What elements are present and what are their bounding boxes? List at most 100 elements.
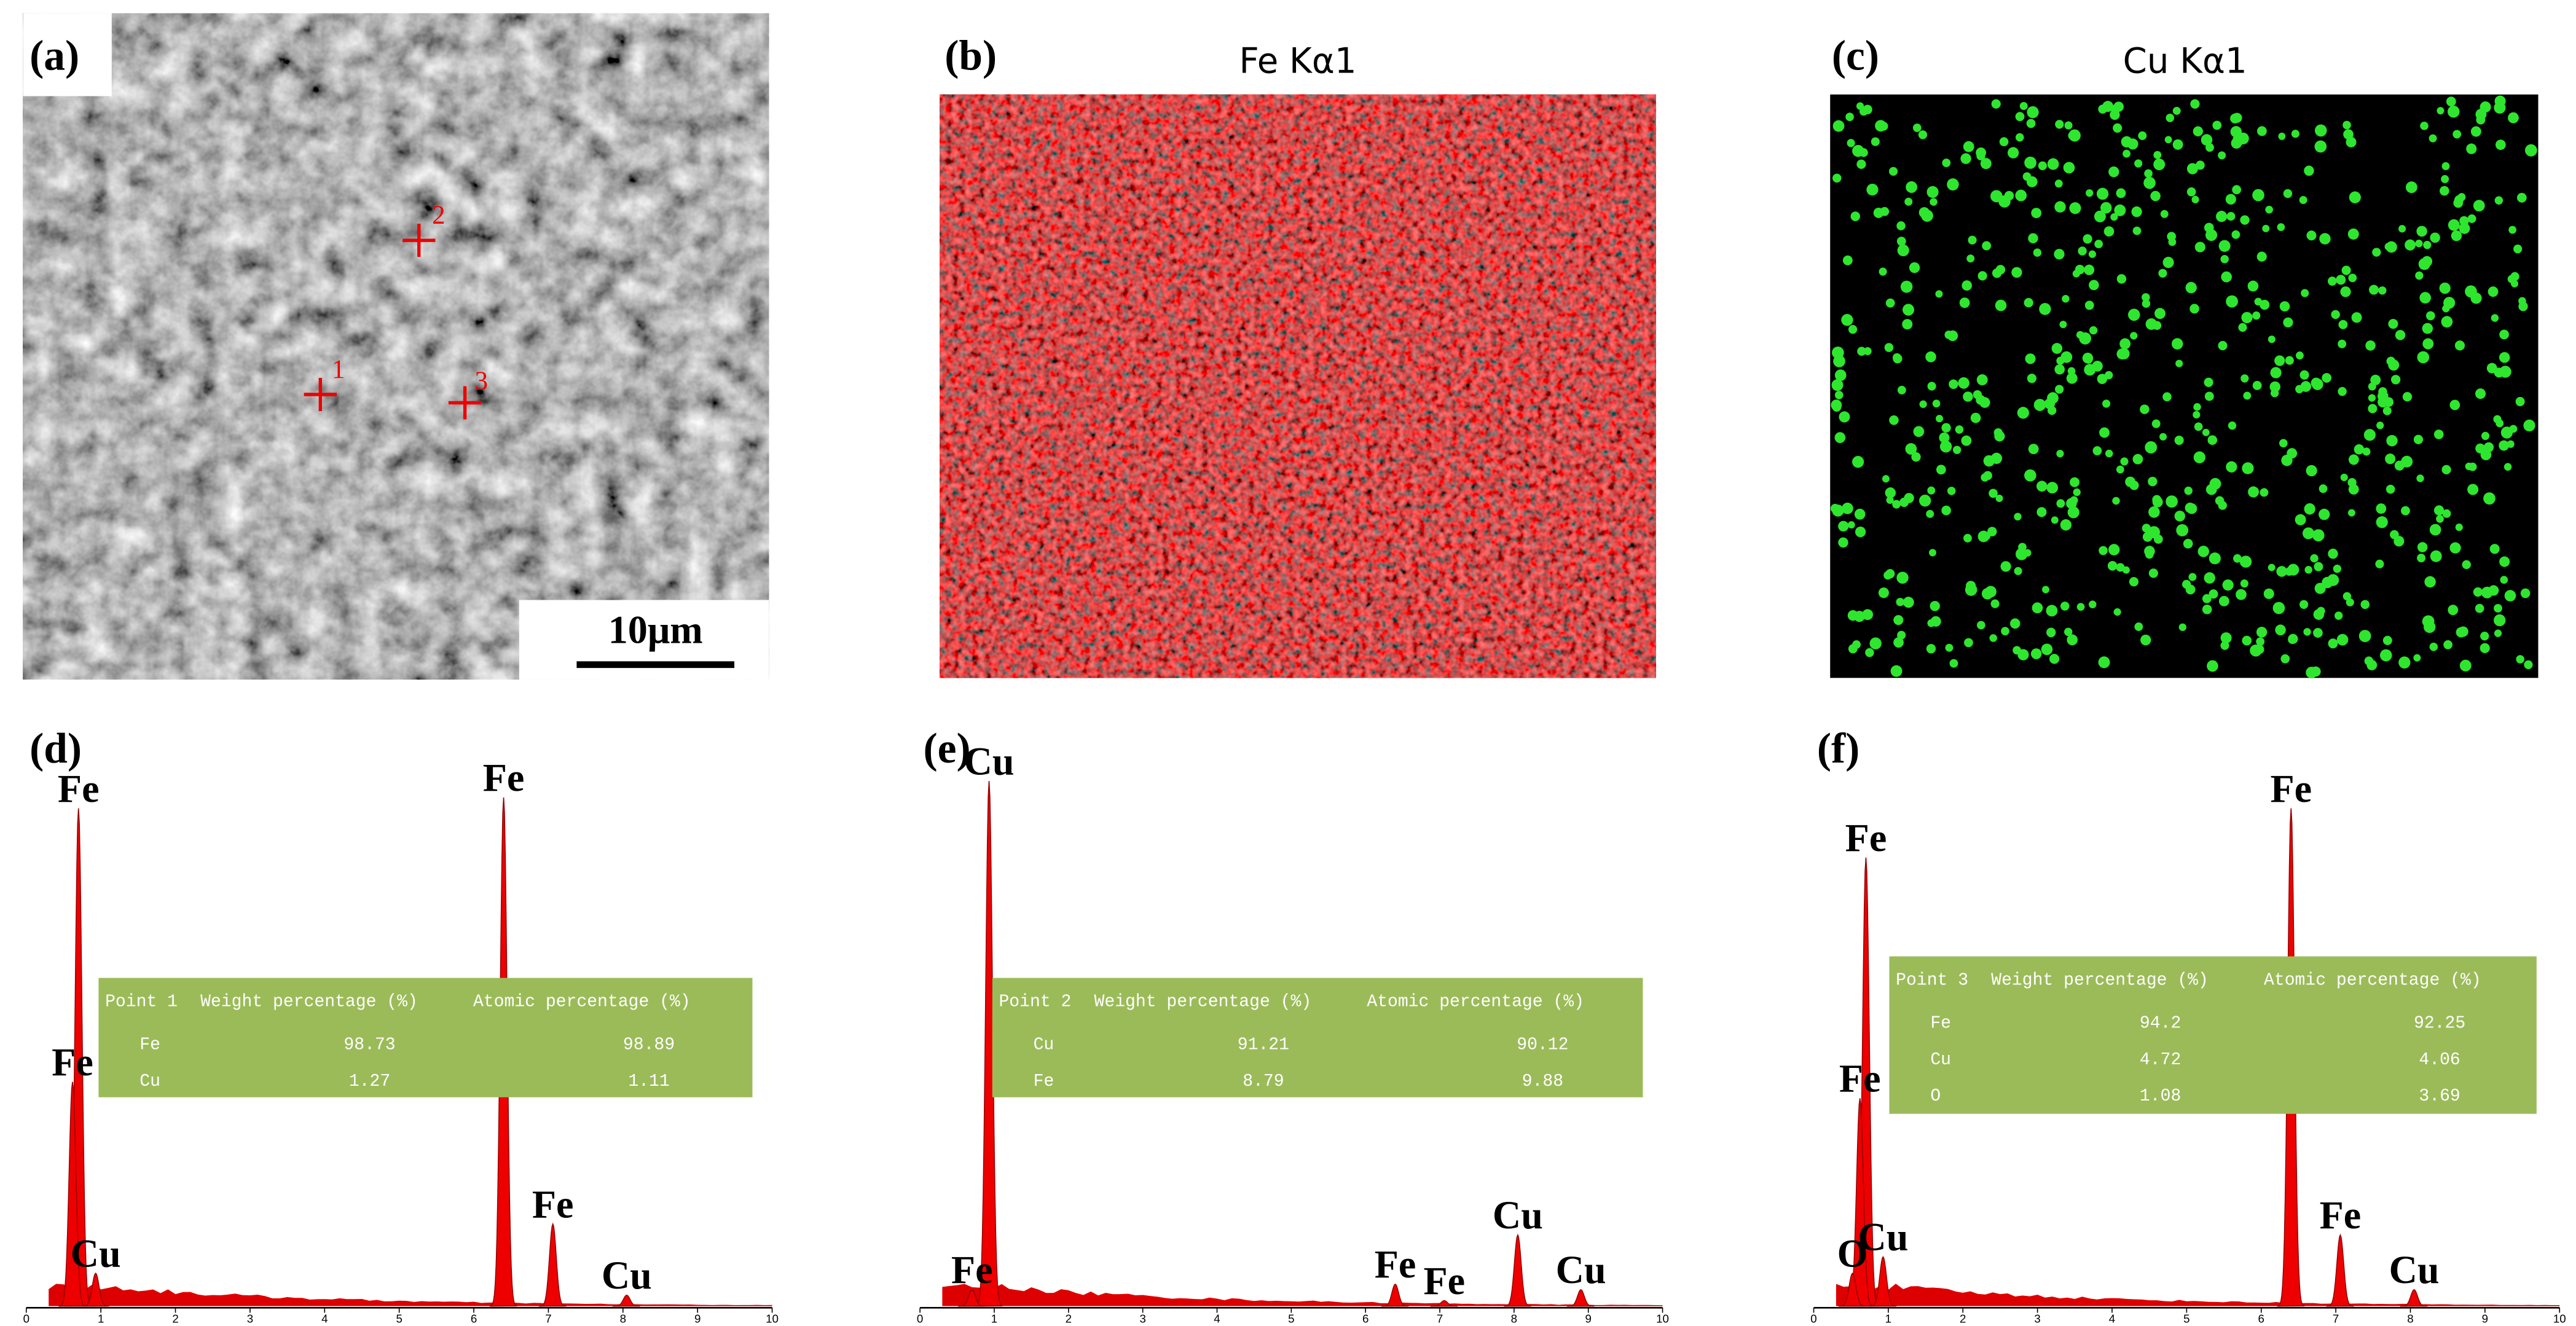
x-tick-label: 8 <box>2407 1312 2413 1325</box>
cu-dot <box>2148 526 2161 539</box>
peak-label: Fe <box>58 767 100 810</box>
peak-label: Cu <box>964 739 1015 783</box>
cu-dot <box>2190 99 2200 109</box>
cu-dot <box>1831 379 1844 391</box>
cu-dot <box>2238 323 2247 332</box>
cu-dot <box>1855 526 1866 538</box>
cu-dot <box>1838 520 1849 532</box>
cu-dot <box>2313 609 2325 620</box>
cu-dot <box>2358 630 2371 642</box>
cu-dot <box>2442 509 2451 518</box>
cu-dot <box>2204 572 2215 584</box>
cu-dot <box>2455 523 2463 532</box>
peak <box>1430 1300 1458 1307</box>
cu-dot <box>1847 139 1855 147</box>
x-tick-label: 0 <box>1810 1312 1816 1325</box>
cu-dot <box>2394 460 2405 471</box>
cu-dot <box>2473 200 2485 212</box>
peak <box>1504 1233 1531 1307</box>
cu-dot <box>1889 167 1898 176</box>
cu-dot <box>2027 374 2036 383</box>
cu-dot <box>1834 369 1847 382</box>
cu-dot <box>2067 506 2079 519</box>
marker-label: 3 <box>475 367 488 396</box>
table-header: Atomic percentage (%) <box>2264 971 2481 990</box>
panel-label: (d) <box>29 725 82 772</box>
cu-dot <box>2205 229 2218 241</box>
cu-dot <box>2483 492 2496 505</box>
cu-dot <box>2442 304 2450 313</box>
cu-dot <box>1832 173 1842 183</box>
cu-dot <box>2038 161 2047 170</box>
table-cell: 1.11 <box>628 1072 669 1091</box>
cu-dot <box>2306 230 2317 241</box>
cu-dot <box>2240 374 2249 383</box>
cu-dot <box>2516 655 2524 664</box>
cu-dot <box>1862 609 1873 621</box>
cu-dot <box>2524 144 2537 157</box>
cu-dot <box>2186 163 2198 175</box>
table-cell: Cu <box>1034 1035 1054 1054</box>
cu-dot <box>2103 226 2115 237</box>
x-tick-label: 2 <box>172 1312 178 1325</box>
cu-dot <box>2017 649 2029 661</box>
cu-dot <box>1985 586 1997 598</box>
panel-label: (f) <box>1817 725 1859 772</box>
cu-dot <box>1936 415 1944 423</box>
cu-dot <box>1977 530 1990 543</box>
cu-dot <box>2145 550 2154 559</box>
panel-label: (e) <box>923 725 970 772</box>
cu-dot <box>1961 435 1972 446</box>
cu-dot <box>2299 600 2309 609</box>
cu-dot <box>2067 634 2078 646</box>
cu-dot <box>2060 351 2073 363</box>
cu-dot <box>2378 286 2387 295</box>
cu-dot <box>2193 410 2201 419</box>
cu-dot <box>2467 484 2479 495</box>
cu-dot <box>2296 351 2304 359</box>
cu-dot <box>2287 448 2298 459</box>
cu-dot <box>2360 600 2370 610</box>
cu-dot <box>2299 195 2307 205</box>
cu-dot <box>2172 338 2183 350</box>
cu-dot <box>2451 230 2462 241</box>
cu-dot <box>2256 251 2267 262</box>
table-cell: 9.88 <box>1522 1072 1563 1091</box>
panel-label: (b) <box>944 32 997 79</box>
peak <box>539 1222 567 1307</box>
cu-dot <box>2028 444 2039 455</box>
cu-dot <box>2311 379 2323 390</box>
cu-dot <box>1913 426 1925 437</box>
cu-dot <box>2441 316 2453 328</box>
cu-dot <box>2113 123 2122 133</box>
cu-dot <box>2066 498 2077 509</box>
cu-dot <box>1873 208 1884 218</box>
cu-dot <box>2499 440 2510 451</box>
label-bg <box>23 13 112 96</box>
cu-dot <box>2390 375 2401 385</box>
table-cell: 94.2 <box>2140 1014 2181 1033</box>
cu-dot <box>2395 329 2406 340</box>
cu-dot <box>1833 355 1845 367</box>
cu-dot <box>1896 221 1906 230</box>
cu-dot <box>2500 576 2508 584</box>
cu-dot <box>1897 244 1909 257</box>
cu-dot <box>1919 495 1931 507</box>
cu-dot <box>1897 385 1906 394</box>
cu-dot <box>2028 233 2038 244</box>
cu-dot <box>2191 195 2199 203</box>
peak <box>1381 1283 1409 1307</box>
cu-dot <box>1896 597 1904 606</box>
cu-dot <box>2218 240 2231 252</box>
cu-dot <box>2026 119 2036 128</box>
cu-dot <box>2011 267 2022 278</box>
cu-dot <box>2338 320 2348 329</box>
cu-dot <box>2024 549 2032 557</box>
cu-dot <box>1989 488 1998 498</box>
cu-dot <box>2064 627 2073 637</box>
cu-dot <box>2376 503 2387 514</box>
cu-dot <box>2233 554 2242 563</box>
cu-dot <box>1930 198 1938 206</box>
cu-dot <box>2131 206 2142 218</box>
cu-dot <box>2218 151 2226 160</box>
